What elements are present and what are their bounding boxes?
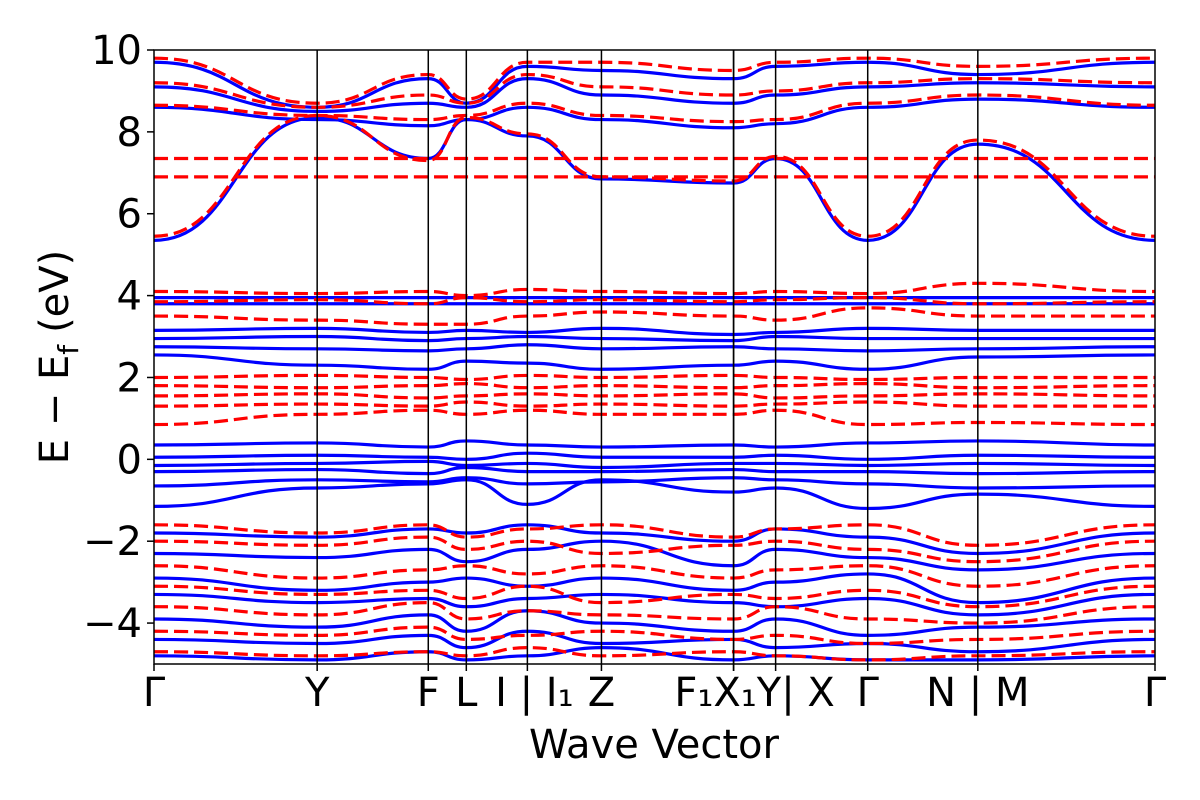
plot-frame (153, 49, 1156, 665)
dashed-band-11 (154, 373, 1155, 382)
dashed-band-4 (154, 600, 1155, 625)
y-tick-label: 4 (117, 274, 142, 320)
solid-band-12 (154, 115, 1155, 242)
x-tick-label: Γ (857, 670, 880, 716)
solid-band-13 (154, 97, 1155, 130)
solid-band-3 (154, 459, 1155, 470)
solid-band-18 (154, 572, 1155, 605)
y-tick-label: 10 (91, 28, 142, 74)
x-tick-label: F (417, 670, 440, 716)
y-axis-title-subscript: f (52, 344, 85, 355)
solid-band-9 (154, 326, 1155, 337)
x-tick-label: Y (304, 670, 330, 716)
x-axis-title: Wave Vector (529, 722, 780, 768)
y-axis-title-unit: (eV) (32, 250, 78, 333)
solid-band-17 (154, 539, 1155, 572)
solid-band-4 (154, 451, 1155, 461)
x-tick-label: N | M (926, 670, 1029, 716)
high-symmetry-lines (316, 50, 979, 664)
y-axis-title: E − Ef (eV) (32, 250, 85, 465)
solid-band-21 (154, 629, 1155, 654)
y-axis-ticks: −4 −2 0 2 4 6 8 10 (83, 28, 154, 647)
solid-band-1 (154, 476, 1155, 490)
dashed-band-19 (154, 72, 1155, 109)
dashed-band-3 (154, 584, 1155, 609)
y-tick-label: −4 (83, 601, 142, 647)
solid-band-19 (154, 592, 1155, 617)
dashed-band-6 (154, 646, 1155, 662)
solid-band-22 (154, 646, 1155, 662)
solid-band-5 (154, 439, 1155, 449)
dashed-band-10 (154, 382, 1155, 390)
dashed-band-8 (154, 400, 1155, 408)
solid-band-2 (154, 465, 1155, 476)
dashed-band-5 (154, 625, 1155, 646)
solid-band-8 (154, 334, 1155, 343)
y-axis-title-main: E − E (32, 355, 78, 465)
solid-band-0 (154, 478, 1155, 511)
solid-band-6 (154, 353, 1155, 371)
x-tick-label: Z (588, 670, 615, 716)
dashed-band-14 (154, 281, 1155, 298)
dashed-band-2 (154, 564, 1155, 588)
y-tick-label: 8 (117, 110, 142, 156)
bands-layer (154, 56, 1155, 662)
x-tick-label: Γ (143, 670, 166, 716)
x-tick-label: Γ (1144, 670, 1167, 716)
dashed-band-18 (154, 93, 1155, 124)
y-tick-label: 0 (117, 437, 142, 483)
solid-band-14 (154, 77, 1155, 114)
x-tick-label: I | I₁ (495, 670, 574, 716)
dashed-band-0 (154, 523, 1155, 547)
solid-band-16 (154, 523, 1155, 556)
y-tick-label: −2 (83, 519, 142, 565)
dashed-band-12 (154, 306, 1155, 326)
y-tick-label: 2 (117, 355, 142, 401)
dashed-band-7 (154, 408, 1155, 427)
dashed-band-1 (154, 535, 1155, 564)
y-tick-label: 6 (117, 192, 142, 238)
dashed-band-13 (154, 296, 1155, 306)
x-tick-label: L (455, 670, 478, 716)
solid-band-7 (154, 343, 1155, 353)
dashed-band-9 (154, 392, 1155, 400)
x-tick-label: F₁X₁Y| X (674, 670, 835, 716)
